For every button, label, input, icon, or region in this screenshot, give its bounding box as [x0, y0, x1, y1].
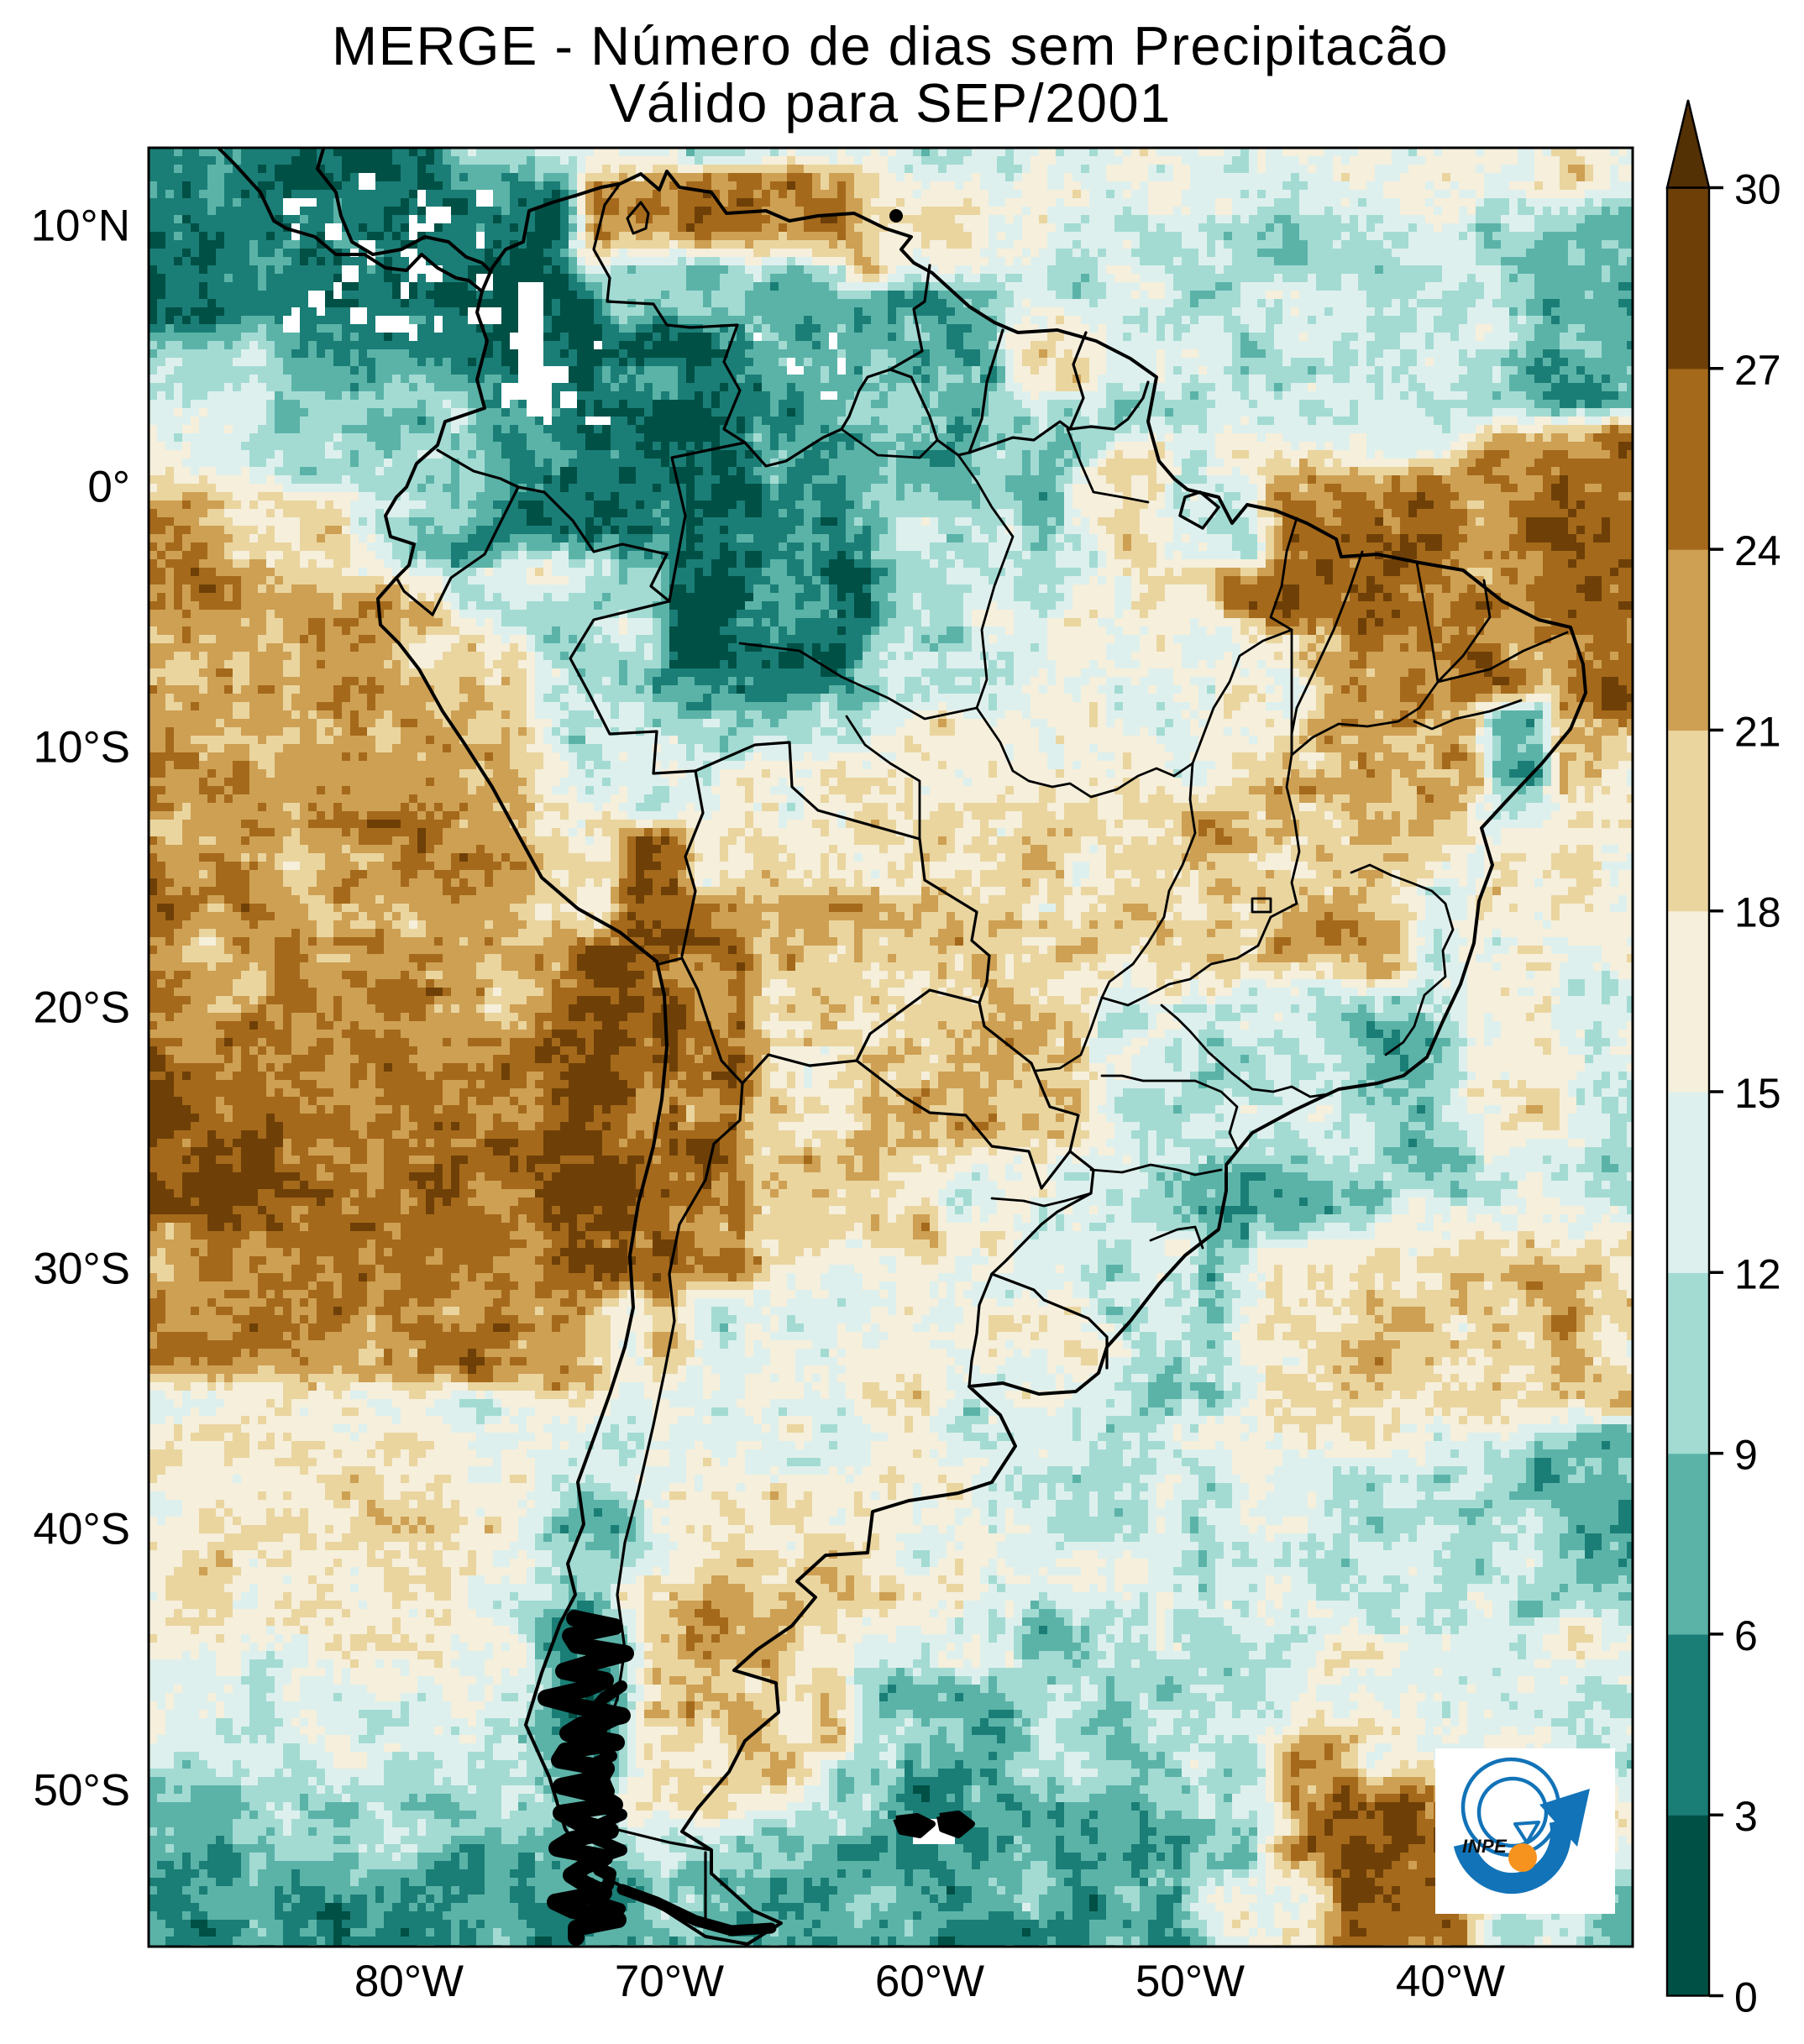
svg-text:15: 15	[1734, 1070, 1781, 1117]
svg-text:MERGE - Número de dias sem Pre: MERGE - Número de dias sem Precipitacão	[332, 15, 1449, 76]
svg-text:50°S: 50°S	[34, 1766, 131, 1816]
svg-text:18: 18	[1734, 889, 1781, 936]
svg-text:60°W: 60°W	[875, 1957, 984, 2006]
svg-text:30: 30	[1734, 166, 1781, 213]
svg-text:24: 24	[1734, 527, 1781, 574]
svg-text:6: 6	[1734, 1612, 1758, 1659]
svg-text:Válido para SEP/2001: Válido para SEP/2001	[609, 72, 1172, 134]
svg-text:10°N: 10°N	[31, 202, 130, 251]
svg-text:20°S: 20°S	[34, 983, 131, 1033]
svg-text:27: 27	[1734, 347, 1781, 394]
svg-text:70°W: 70°W	[615, 1957, 724, 2006]
svg-text:3: 3	[1734, 1793, 1758, 1840]
svg-text:10°S: 10°S	[34, 723, 131, 773]
svg-text:0°: 0°	[87, 463, 130, 512]
svg-text:80°W: 80°W	[354, 1957, 464, 2006]
svg-text:40°W: 40°W	[1396, 1957, 1505, 2006]
svg-text:12: 12	[1734, 1250, 1781, 1297]
svg-text:9: 9	[1734, 1432, 1758, 1479]
svg-text:40°S: 40°S	[34, 1505, 131, 1554]
svg-text:INPE: INPE	[1462, 1836, 1508, 1857]
svg-text:30°S: 30°S	[34, 1245, 131, 1294]
svg-text:50°W: 50°W	[1135, 1957, 1245, 2006]
svg-text:21: 21	[1734, 708, 1781, 755]
svg-text:0: 0	[1734, 1974, 1758, 2021]
